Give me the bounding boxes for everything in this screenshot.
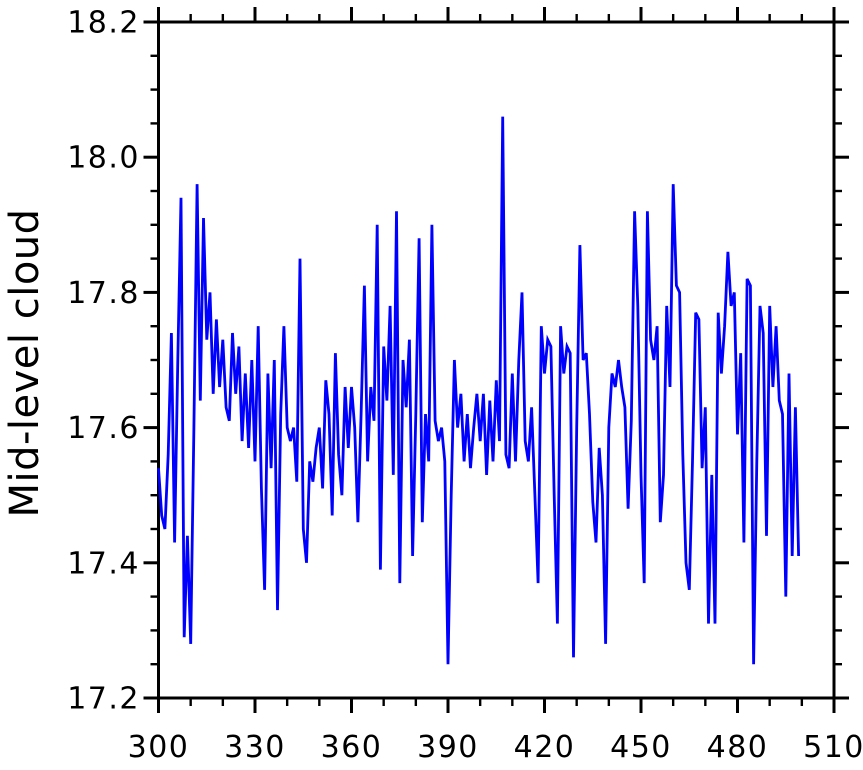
x-tick-label: 330 <box>224 730 286 765</box>
x-tick-label: 360 <box>321 730 383 765</box>
x-tick-label: 510 <box>803 730 863 765</box>
y-tick-label: 17.2 <box>67 682 140 717</box>
y-tick-label: 18.2 <box>67 6 140 41</box>
x-tick-label: 300 <box>128 730 190 765</box>
x-tick-label: 450 <box>610 730 672 765</box>
y-axis-title: Mid-level cloud <box>2 208 48 517</box>
y-tick-label: 17.6 <box>67 411 140 446</box>
data-series-line <box>157 116 800 665</box>
y-tick-label: 17.4 <box>67 546 140 581</box>
x-tick-label: 420 <box>514 730 576 765</box>
y-tick-label: 18.0 <box>67 141 140 176</box>
y-tick-label: 17.8 <box>67 276 140 311</box>
x-tick-label: 390 <box>417 730 479 765</box>
x-tick-label: 480 <box>707 730 769 765</box>
